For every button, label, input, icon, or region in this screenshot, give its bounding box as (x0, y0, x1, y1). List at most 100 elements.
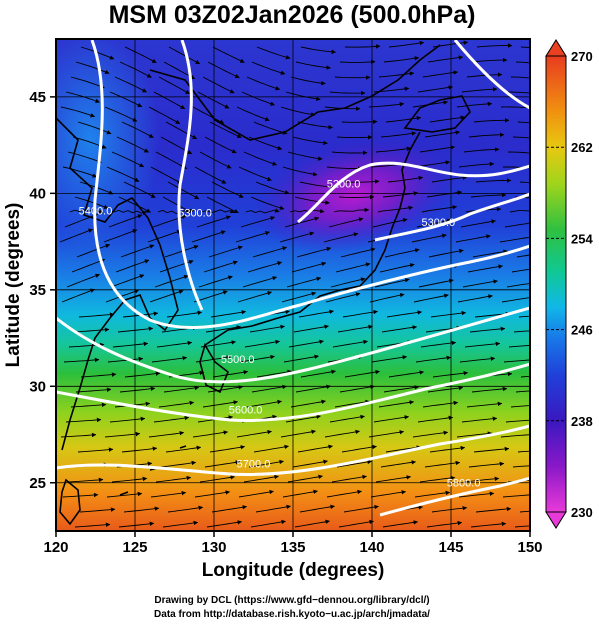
streamline-arrow (413, 293, 449, 303)
streamline-arrow (417, 85, 454, 93)
contour-5400 (90, 39, 530, 329)
streamline-arrow (239, 354, 275, 363)
streamline-arrow (211, 181, 244, 198)
streamline-arrow (191, 230, 226, 243)
streamline-arrow (74, 196, 109, 209)
streamline-arrow (150, 490, 187, 498)
y-tick-label: 30 (29, 378, 46, 395)
streamline-arrow (168, 46, 201, 65)
streamline-arrow (500, 106, 530, 109)
streamline-arrow (299, 504, 335, 513)
streamline-arrow (341, 444, 377, 453)
west-blue-region (56, 39, 160, 250)
streamline-arrow (292, 136, 328, 146)
streamline-arrow (338, 519, 374, 528)
streamline-arrow (198, 275, 233, 288)
streamline-arrow (69, 209, 104, 214)
streamline-arrow (162, 520, 199, 528)
streamline-arrow (158, 76, 191, 95)
contour-5200 (297, 161, 530, 224)
streamline-arrow (427, 385, 464, 393)
streamline-arrow (119, 61, 152, 78)
streamline-arrow (506, 282, 530, 288)
streamline-arrow (166, 310, 203, 318)
streamline-arrow (109, 91, 143, 108)
streamline-arrow (420, 340, 457, 348)
streamline-arrow (121, 446, 158, 453)
streamline-arrow (201, 208, 235, 214)
streamline-arrow (300, 46, 337, 55)
contour-labels: 5400.0 5300.0 5200.0 5300.0 5500.0 5600.0 5700… (79, 179, 481, 490)
streamline-arrow (428, 248, 464, 258)
streamline-arrow (294, 519, 330, 528)
streamline-arrow (250, 519, 286, 528)
streamline-arrow (61, 288, 96, 303)
contour-label: 5500.0 (221, 354, 255, 366)
streamline-arrow (120, 244, 155, 258)
streamline-arrow (288, 339, 324, 348)
streamline-arrow (510, 405, 530, 408)
streamline-arrow (326, 166, 363, 171)
streamline-arrow (512, 136, 530, 139)
streamline-arrow (343, 504, 379, 513)
streamline-arrow (151, 355, 188, 363)
streamline-arrow (279, 231, 315, 243)
streamline-arrow (386, 310, 423, 318)
streamline-arrow (71, 258, 106, 273)
streamline-arrow (248, 459, 284, 468)
streamline-arrow (124, 371, 161, 378)
streamline-arrow (121, 121, 154, 138)
contour-5700 (56, 424, 530, 476)
streamline-arrow (412, 430, 449, 438)
streamline-arrow (256, 46, 291, 60)
credit-data: Data from http://database.rish.kyoto−u.a… (154, 609, 430, 620)
streamline-arrow (462, 279, 498, 288)
streamline-arrow (76, 243, 111, 258)
streamline-arrow (375, 475, 412, 483)
streamline-arrow (379, 263, 415, 273)
streamline-arrow (280, 429, 316, 438)
streamline-arrow (514, 525, 530, 528)
streamline-arrow (193, 290, 228, 303)
streamline-arrow (285, 414, 321, 423)
y-axis-ticks: 25 30 35 40 45 (29, 89, 56, 492)
streamline-arrow (299, 181, 336, 190)
streamline-arrow (212, 46, 245, 63)
streamline-arrow (471, 386, 508, 393)
streamline-arrow (296, 246, 332, 258)
contour-5800 (379, 476, 530, 517)
streamline-arrow (60, 106, 96, 118)
streamline-arrow (243, 151, 278, 166)
streamline-arrow (387, 175, 424, 183)
streamline-arrow (344, 44, 381, 49)
streamline-arrow (424, 460, 461, 468)
streamline-arrow (238, 166, 272, 182)
streamline-arrow (287, 474, 323, 483)
streamline-arrow (202, 400, 239, 408)
streamline-arrow (473, 446, 510, 453)
colorbar-top-triangle (545, 39, 567, 57)
streamline-arrow (197, 91, 230, 109)
streamline-arrow (336, 459, 372, 468)
streamline-arrow (204, 460, 241, 468)
streamline-arrow (118, 521, 155, 528)
streamline-arrow (298, 309, 334, 318)
streamline-arrow (105, 289, 140, 303)
streamline-arrow (194, 490, 231, 498)
streamline-arrow (256, 369, 292, 378)
streamline-arrow (466, 401, 503, 408)
streamline-arrow (255, 181, 290, 195)
streamline-arrow (65, 417, 102, 423)
streamline-arrow (333, 207, 370, 213)
streamline-arrow (247, 261, 283, 273)
streamline-arrow (237, 290, 273, 303)
streamline-arrow (108, 214, 143, 228)
streamline-arrow (155, 475, 192, 483)
x-tick-label: 120 (43, 539, 68, 556)
streamline-arrow (459, 356, 496, 363)
streamline-arrow (113, 209, 147, 216)
contour-5300-west (177, 39, 204, 311)
streamline-arrow (194, 166, 227, 184)
streamline-arrow (340, 247, 376, 258)
streamline-arrow (104, 106, 138, 122)
